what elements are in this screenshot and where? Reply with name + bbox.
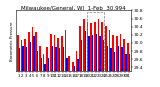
- Bar: [46, 47, 48, 71]
- Bar: [87, 12, 104, 71]
- Bar: [50, 34, 52, 71]
- Bar: [96, 34, 97, 71]
- Bar: [43, 54, 44, 71]
- Bar: [114, 52, 116, 71]
- Bar: [74, 66, 75, 71]
- Bar: [32, 27, 33, 71]
- Bar: [28, 32, 30, 71]
- Bar: [109, 30, 110, 71]
- Bar: [24, 39, 26, 71]
- Bar: [105, 26, 107, 71]
- Bar: [37, 51, 38, 71]
- Bar: [76, 51, 77, 71]
- Bar: [125, 54, 127, 71]
- Bar: [59, 48, 60, 71]
- Y-axis label: Barometric Pressure: Barometric Pressure: [10, 21, 14, 61]
- Bar: [17, 35, 19, 71]
- Bar: [101, 22, 103, 71]
- Title: Milwaukee/General, WI  1-Feb  30.994: Milwaukee/General, WI 1-Feb 30.994: [21, 5, 126, 10]
- Bar: [85, 31, 86, 71]
- Bar: [83, 19, 85, 71]
- Bar: [65, 30, 66, 71]
- Bar: [77, 59, 79, 71]
- Bar: [94, 22, 96, 71]
- Bar: [118, 46, 119, 71]
- Bar: [44, 64, 46, 71]
- Bar: [116, 36, 118, 71]
- Bar: [66, 58, 68, 71]
- Bar: [57, 38, 59, 71]
- Bar: [107, 46, 108, 71]
- Bar: [39, 46, 41, 71]
- Bar: [112, 35, 114, 71]
- Bar: [21, 40, 22, 71]
- Bar: [41, 58, 42, 71]
- Bar: [26, 47, 28, 71]
- Bar: [99, 36, 101, 71]
- Bar: [33, 36, 35, 71]
- Bar: [68, 56, 70, 71]
- Bar: [81, 40, 82, 71]
- Bar: [87, 22, 88, 71]
- Bar: [121, 47, 123, 71]
- Bar: [88, 36, 90, 71]
- Bar: [123, 39, 125, 71]
- Bar: [92, 35, 93, 71]
- Bar: [72, 62, 74, 71]
- Bar: [110, 48, 112, 71]
- Bar: [30, 42, 31, 71]
- Bar: [35, 32, 37, 71]
- Bar: [98, 19, 99, 71]
- Bar: [63, 47, 64, 71]
- Bar: [52, 46, 53, 71]
- Bar: [48, 58, 49, 71]
- Bar: [79, 26, 81, 71]
- Bar: [120, 34, 121, 71]
- Bar: [127, 43, 129, 71]
- Bar: [129, 54, 130, 71]
- Bar: [103, 40, 104, 71]
- Bar: [61, 36, 63, 71]
- Bar: [22, 46, 24, 71]
- Bar: [54, 35, 55, 71]
- Bar: [90, 23, 92, 71]
- Bar: [55, 47, 57, 71]
- Bar: [19, 48, 20, 71]
